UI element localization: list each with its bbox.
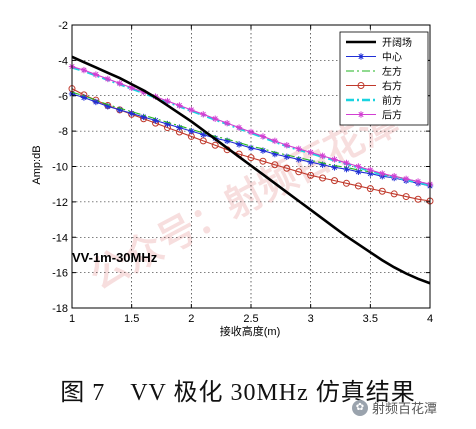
legend-label: 开阔场 bbox=[382, 36, 412, 49]
source-watermark: ✿ 射频百花潭 bbox=[352, 398, 437, 417]
data-point bbox=[355, 163, 362, 170]
series-0 bbox=[71, 55, 431, 285]
legend-entry: 前方 bbox=[346, 94, 402, 107]
y-tick-label: -14 bbox=[52, 232, 68, 244]
data-point bbox=[391, 173, 398, 180]
data-point bbox=[331, 177, 339, 185]
watermark-label: 射频百花潭 bbox=[372, 402, 438, 417]
data-point bbox=[354, 182, 362, 190]
y-tick-label: -18 bbox=[52, 303, 68, 315]
data-point bbox=[259, 133, 267, 140]
x-tick-label: 3 bbox=[308, 313, 314, 325]
data-point bbox=[247, 128, 255, 136]
data-point bbox=[295, 156, 302, 163]
data-point bbox=[247, 154, 255, 162]
data-point bbox=[247, 144, 255, 152]
data-point bbox=[188, 106, 195, 114]
y-tick-label: -10 bbox=[52, 162, 68, 174]
y-tick-label: -6 bbox=[58, 91, 68, 103]
series-line-0 bbox=[71, 55, 431, 285]
data-point bbox=[188, 127, 195, 135]
data-point bbox=[283, 142, 290, 149]
y-tick-label: -8 bbox=[58, 126, 68, 138]
data-point bbox=[212, 115, 219, 122]
x-axis-label: 接收高度(m) bbox=[220, 324, 281, 338]
data-point bbox=[379, 170, 386, 177]
legend bbox=[339, 31, 429, 126]
data-point bbox=[402, 175, 410, 183]
x-tick-label: 2.5 bbox=[243, 313, 258, 325]
data-point bbox=[92, 71, 100, 78]
data-point bbox=[200, 131, 207, 138]
legend-marker bbox=[357, 82, 365, 89]
data-point bbox=[116, 80, 123, 87]
data-point bbox=[259, 157, 267, 165]
legend-label: 后方 bbox=[382, 109, 402, 122]
legend-entry: 后方 bbox=[346, 109, 402, 122]
data-point bbox=[176, 124, 183, 131]
legend-label: 前方 bbox=[382, 94, 402, 107]
data-point bbox=[283, 164, 291, 172]
wechat-icon: ✿ bbox=[352, 399, 368, 416]
legend-entry: 右方 bbox=[346, 80, 402, 93]
data-point bbox=[367, 166, 374, 174]
chart-annotation: VV-1m-30MHz bbox=[72, 250, 158, 265]
data-point bbox=[104, 75, 111, 83]
data-point bbox=[92, 98, 100, 106]
data-point bbox=[414, 178, 422, 185]
data-point bbox=[271, 161, 279, 169]
data-point bbox=[80, 66, 88, 74]
y-tick-label: -16 bbox=[52, 268, 68, 280]
data-point bbox=[295, 145, 302, 153]
x-tick-label: 3.5 bbox=[363, 313, 378, 325]
data-point bbox=[235, 124, 243, 131]
data-point bbox=[211, 141, 219, 149]
line-chart: 公众号：射频百花潭 1 1.5 2 2.5 3 3.5 4-18-16-14-12-10-8… bbox=[31, 20, 434, 338]
x-tick-label: 4 bbox=[427, 313, 433, 325]
data-point bbox=[295, 168, 303, 176]
y-tick-label: -12 bbox=[52, 197, 68, 209]
legend-label: 左方 bbox=[382, 65, 402, 78]
legend-label: 右方 bbox=[382, 80, 402, 93]
data-point bbox=[342, 179, 350, 187]
x-tick-label: 1 bbox=[69, 313, 75, 325]
x-tick-label: 1.5 bbox=[124, 313, 139, 325]
legend-marker bbox=[357, 53, 365, 60]
data-point bbox=[176, 102, 183, 109]
y-tick-label: -2 bbox=[58, 20, 68, 32]
data-point bbox=[307, 158, 314, 166]
x-tick-label: 2 bbox=[188, 313, 194, 325]
y-tick-label: -4 bbox=[58, 55, 68, 67]
data-point bbox=[164, 97, 171, 105]
legend-marker bbox=[357, 111, 365, 118]
data-point bbox=[80, 94, 88, 101]
data-point bbox=[235, 141, 243, 148]
data-point bbox=[402, 193, 410, 201]
data-point bbox=[271, 137, 279, 145]
data-point bbox=[319, 152, 326, 160]
data-point bbox=[200, 111, 207, 118]
data-point bbox=[331, 156, 338, 163]
legend-entry: 开阔场 bbox=[346, 36, 412, 49]
legend-entry: 左方 bbox=[346, 65, 402, 78]
data-point bbox=[343, 159, 350, 167]
data-point bbox=[414, 195, 422, 203]
data-point bbox=[390, 190, 398, 198]
data-point bbox=[378, 187, 386, 195]
data-point bbox=[366, 185, 374, 193]
y-axis-label: Amp:dB bbox=[31, 145, 43, 184]
data-point bbox=[283, 153, 290, 160]
series-1 bbox=[68, 90, 434, 190]
legend-entry: 中心 bbox=[346, 51, 402, 64]
series-5 bbox=[68, 63, 434, 188]
data-point bbox=[223, 119, 231, 127]
data-point bbox=[319, 174, 327, 182]
data-point bbox=[307, 149, 314, 156]
data-point bbox=[307, 171, 315, 179]
legend-label: 中心 bbox=[382, 51, 402, 64]
